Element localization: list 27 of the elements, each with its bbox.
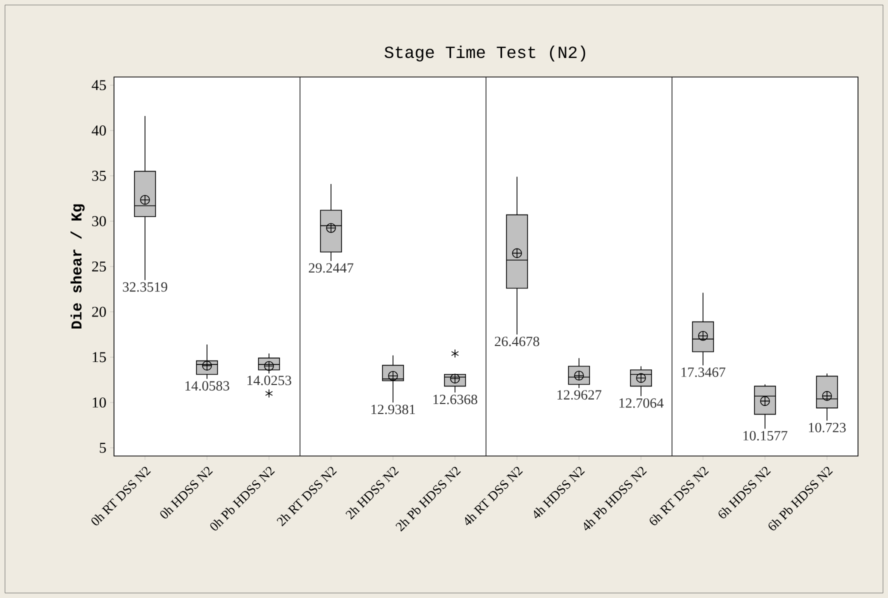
text: 29.2447	[308, 263, 354, 273]
text: 14.0253	[247, 376, 292, 386]
text: 10.723	[808, 422, 846, 432]
x-tick-label: 0h RT DSS N2	[91, 466, 151, 526]
text: 14.0583	[185, 381, 230, 391]
text: 32.3519	[122, 282, 168, 292]
x-tick-label: 2h RT DSS N2	[276, 466, 337, 526]
y-tick-label: 35	[92, 170, 106, 181]
y-tick-label: 15	[92, 352, 106, 362]
text: 17.3467	[681, 368, 726, 378]
text: 12.6368	[433, 394, 478, 404]
chart-title: Stage Time Test (N2)	[384, 46, 586, 62]
text: 10.1577	[743, 430, 788, 441]
text: 26.4678	[494, 336, 540, 346]
y-tick-label: 25	[92, 261, 106, 272]
text: 12.9627	[557, 390, 602, 400]
y-tick-label: 5	[100, 442, 106, 453]
x-tick-label: 4h RT DSS N2	[465, 466, 523, 526]
y-tick-label: 30	[92, 216, 106, 226]
text: 12.9381	[371, 404, 415, 414]
y-tick-label: 10	[92, 397, 106, 408]
text: 12.7064	[619, 398, 664, 408]
x-tick-label: 6h RT DSS N2	[650, 466, 709, 526]
y-tick-label: 20	[92, 306, 106, 317]
y-tick-label: 45	[92, 80, 106, 90]
y-tick-label: 40	[92, 125, 106, 136]
y-axis-title: Die shear / Kg	[70, 204, 85, 329]
